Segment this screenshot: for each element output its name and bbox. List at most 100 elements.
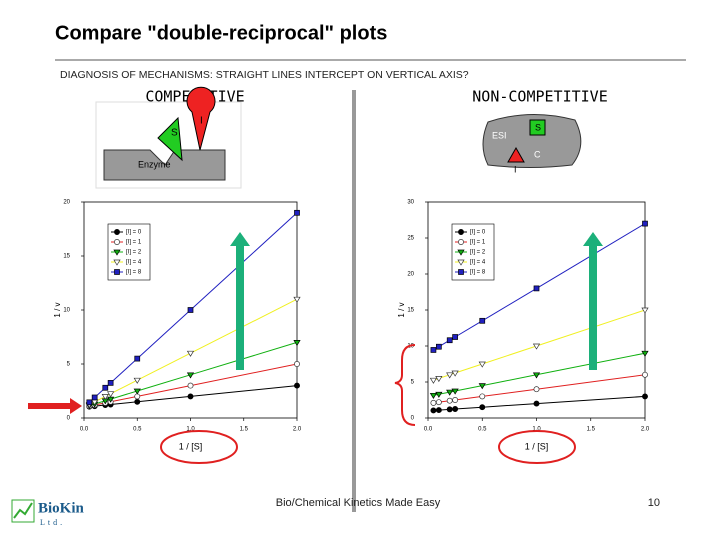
marker (435, 399, 442, 406)
marker (134, 355, 141, 362)
x-tick-label: 1.0 (532, 427, 541, 433)
legend-marker (114, 269, 120, 275)
x-tick-label: 0.0 (424, 427, 433, 433)
diagram-label: S (535, 122, 541, 132)
y-tick-label: 20 (407, 272, 414, 278)
x-tick-label: 2.0 (293, 427, 302, 433)
y-tick-label: 30 (407, 200, 414, 206)
marker (533, 285, 540, 292)
marker (446, 337, 453, 344)
y-tick-label: 15 (407, 308, 414, 314)
inhibitor-shape (507, 146, 525, 163)
competitive-diagram: S I Enzyme (95, 86, 242, 189)
legend-marker (114, 239, 120, 245)
red-brace (394, 344, 416, 426)
marker (187, 307, 194, 313)
noncompetitive-diagram: ESI S I C (482, 114, 582, 174)
marker (429, 392, 438, 400)
marker (430, 347, 437, 353)
legend-label: [I] = 4 (126, 260, 142, 266)
marker (107, 380, 114, 386)
marker (186, 350, 195, 357)
marker (435, 391, 443, 398)
marker (86, 399, 93, 406)
inhibitor-shape (186, 86, 216, 151)
marker (641, 307, 649, 314)
legend-label: [I] = 4 (470, 260, 486, 266)
marker (642, 371, 648, 378)
legend-marker (113, 259, 121, 266)
heading: NON-COMPETITIVE (472, 88, 607, 106)
x-axis-label: 1 / [S] (525, 441, 549, 451)
y-tick-label: 10 (407, 344, 414, 350)
marker (187, 382, 194, 389)
marker (187, 393, 194, 400)
marker (533, 400, 540, 407)
logo-text: BioKin (38, 500, 85, 516)
marker (532, 343, 541, 350)
green-arrow (230, 232, 250, 370)
subtitle: DIAGNOSIS OF MECHANISMS: STRAIGHT LINES … (60, 69, 469, 81)
red-ellipse (498, 430, 576, 464)
slide-title: Compare "double-reciprocal" plots (55, 22, 387, 44)
y-tick-label: 20 (63, 200, 70, 206)
marker (478, 383, 486, 390)
legend-marker (458, 269, 464, 275)
x-axis-label: 1 / [S] (179, 441, 203, 451)
marker (479, 404, 486, 411)
y-tick-label: 0 (411, 416, 415, 422)
y-axis-label: 1 / v (53, 302, 62, 317)
logo-sub: Ltd. (40, 518, 65, 527)
y-tick-label: 5 (67, 362, 71, 368)
marker (435, 407, 442, 414)
y-tick-label: 10 (63, 308, 70, 314)
marker (446, 389, 454, 396)
legend-label: [I] = 0 (470, 230, 486, 236)
footer: Bio/Chemical Kinetics Made Easy (276, 497, 441, 509)
x-tick-label: 2.0 (641, 427, 650, 433)
marker (133, 377, 141, 384)
marker (294, 382, 300, 389)
legend-label: [I] = 2 (470, 250, 486, 256)
red-ellipse (160, 430, 238, 464)
legend-label: [I] = 2 (126, 250, 142, 256)
marker (446, 372, 454, 379)
marker (451, 388, 459, 395)
logo-icon (11, 499, 35, 523)
x-tick-label: 1.0 (186, 427, 195, 433)
marker (452, 334, 458, 340)
marker (293, 340, 301, 347)
chart: 0 5 10 15 20 0.0 0.5 1.0 1.5 2.0 1 / [S] 1 / v [I] =… (53, 200, 302, 452)
marker (134, 398, 141, 405)
marker (435, 376, 443, 383)
red-arrow (28, 398, 82, 414)
chart: 0 5 10 15 20 25 30 0.0 0.5 1.0 1.5 2.0 1 / [S] 1 / v [… (397, 200, 650, 452)
marker (294, 209, 300, 216)
page-number: 10 (648, 497, 660, 509)
marker (451, 370, 459, 377)
marker (532, 372, 541, 379)
marker (452, 397, 459, 403)
substrate-shape (157, 116, 183, 162)
marker (479, 393, 486, 400)
legend-label: [I] = 8 (470, 270, 486, 276)
marker (293, 296, 301, 303)
marker (452, 406, 459, 412)
y-axis-label: 1 / v (397, 302, 406, 317)
marker (91, 394, 98, 401)
y-tick-label: 0 (67, 416, 71, 422)
diagram-label: I (514, 164, 517, 174)
marker (186, 372, 195, 379)
legend-marker (113, 249, 121, 256)
marker (430, 407, 437, 414)
marker (446, 406, 453, 413)
logo: BioKin Ltd. (11, 499, 85, 527)
legend-label: [I] = 1 (470, 240, 486, 246)
x-tick-label: 1.5 (240, 427, 249, 433)
substrate-shape (529, 119, 546, 136)
y-tick-label: 15 (63, 254, 70, 260)
marker (642, 393, 648, 400)
legend-marker (114, 229, 120, 235)
diagram-label: S (171, 128, 178, 139)
